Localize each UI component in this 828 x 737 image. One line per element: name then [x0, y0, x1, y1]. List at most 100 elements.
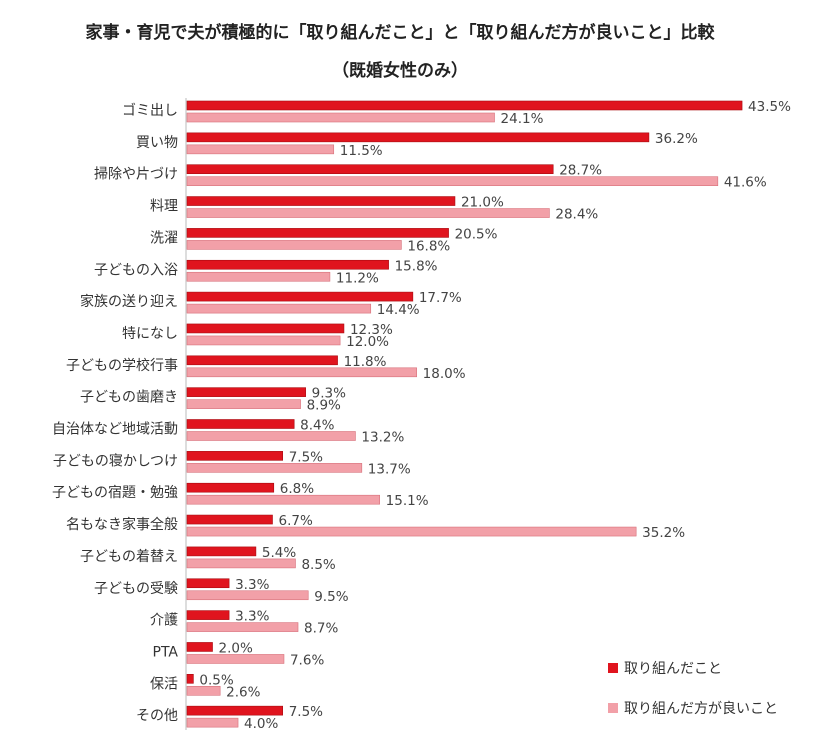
category-label: 料理 [150, 199, 178, 215]
bar-done [186, 546, 257, 557]
bar-done [186, 100, 743, 111]
legend-label-should: 取り組んだ方が良いこと [624, 701, 778, 717]
bar-done [186, 259, 389, 270]
category-label: 子どもの歯磨き [80, 390, 178, 406]
bar-should-do [186, 494, 380, 505]
category-label: 買い物 [136, 135, 178, 151]
data-label: 4.0% [244, 716, 278, 732]
data-label: 13.2% [361, 430, 404, 446]
bar-done [186, 387, 306, 397]
category-label: 子どもの寝かしつけ [53, 452, 178, 469]
data-label: 8.5% [301, 557, 335, 573]
bar-done [186, 196, 456, 206]
data-label: 41.6% [724, 175, 767, 191]
bar-should-do [186, 590, 309, 601]
legend-swatch-should [608, 703, 618, 713]
bar-should-do [186, 240, 402, 250]
data-label: 11.8% [344, 354, 387, 370]
chart-title: 家事・育児で夫が積極的に「取り組んだこと」と「取り組んだ方が良いこと」比較 [86, 22, 716, 43]
bar-should-do [186, 399, 301, 409]
data-label: 7.6% [290, 652, 324, 668]
data-label: 7.5% [289, 449, 323, 465]
bar-should-do [186, 622, 299, 632]
data-label: 8.7% [304, 621, 338, 637]
bar-done [186, 291, 414, 302]
category-label: 自治体など地域活動 [52, 422, 178, 438]
bar-should-do [186, 431, 356, 441]
bar-done [186, 323, 345, 334]
category-label: 子どもの受験 [94, 581, 178, 597]
data-label: 2.0% [219, 640, 253, 656]
category-label: 子どもの入浴 [94, 262, 178, 278]
data-label: 7.5% [289, 704, 323, 720]
bar-should-do [186, 367, 417, 378]
category-label: 子どもの学校行事 [66, 357, 178, 374]
data-label: 16.8% [407, 238, 450, 254]
bar-should-do [186, 335, 341, 346]
data-label: 15.1% [386, 493, 429, 509]
category-label: 介護 [150, 613, 178, 629]
bars-group: ゴミ出し 43.5% 24.1% 買い物 36.2% 11.5% 掃除や片づけ 28.7% 41… [52, 99, 791, 732]
category-label: 名もなき家事全般 [66, 516, 178, 533]
bar-done [186, 451, 283, 461]
data-label: 11.2% [336, 270, 379, 286]
category-label: 保活 [150, 676, 178, 692]
category-label: PTA [153, 644, 179, 660]
data-label: 20.5% [455, 226, 498, 242]
bar-should-do [186, 112, 495, 123]
legend-label-done: 取り組んだこと [624, 661, 722, 677]
data-label: 3.3% [235, 609, 269, 625]
bar-done [186, 642, 213, 652]
data-label: 35.2% [642, 525, 685, 541]
bar-should-do [186, 176, 719, 186]
data-label: 36.2% [655, 131, 698, 147]
category-label: 子どもの宿題・勉強 [52, 484, 178, 501]
bar-should-do [186, 303, 372, 314]
bar-done [186, 228, 449, 238]
bar-done [186, 705, 283, 716]
data-label: 12.0% [346, 334, 389, 350]
data-label: 13.7% [368, 461, 411, 477]
data-label: 11.5% [340, 143, 383, 159]
bar-done [186, 673, 194, 684]
data-label: 43.5% [748, 99, 791, 115]
data-label: 6.8% [280, 481, 314, 497]
data-label: 0.5% [199, 672, 233, 688]
data-label: 18.0% [423, 366, 466, 382]
data-label: 2.6% [226, 684, 260, 700]
chart-subtitle: （既婚女性のみ） [332, 60, 468, 81]
bar-done [186, 132, 650, 143]
category-label: 洗濯 [150, 230, 178, 246]
category-label: 掃除や片づけ [94, 166, 178, 183]
data-label: 9.5% [314, 589, 348, 605]
data-label: 6.7% [278, 513, 312, 529]
bar-should-do [186, 717, 239, 728]
data-label: 28.4% [555, 207, 598, 223]
category-label: その他 [136, 708, 178, 724]
bar-done [186, 514, 273, 525]
bar-done [186, 355, 338, 366]
data-label: 5.4% [262, 545, 296, 561]
data-label: 3.3% [235, 577, 269, 593]
category-label: 特になし [122, 326, 178, 342]
bar-done [186, 164, 554, 174]
bar-done [186, 578, 230, 589]
category-label: ゴミ出し [122, 102, 178, 119]
bar-should-do [186, 271, 331, 282]
bar-should-do [186, 208, 550, 218]
bar-should-do [186, 526, 637, 537]
data-label: 14.4% [377, 302, 420, 318]
bar-done [186, 610, 230, 620]
data-label: 15.8% [395, 258, 438, 274]
data-label: 21.0% [461, 195, 504, 211]
bar-should-do [186, 685, 221, 696]
bar-should-do [186, 558, 296, 569]
data-label: 12.3% [350, 322, 393, 338]
bar-done [186, 419, 295, 429]
bar-should-do [186, 654, 285, 664]
category-label: 子どもの着替え [80, 549, 178, 565]
bar-should-do [186, 463, 363, 473]
data-label: 8.9% [307, 398, 341, 414]
data-label: 17.7% [419, 290, 462, 306]
